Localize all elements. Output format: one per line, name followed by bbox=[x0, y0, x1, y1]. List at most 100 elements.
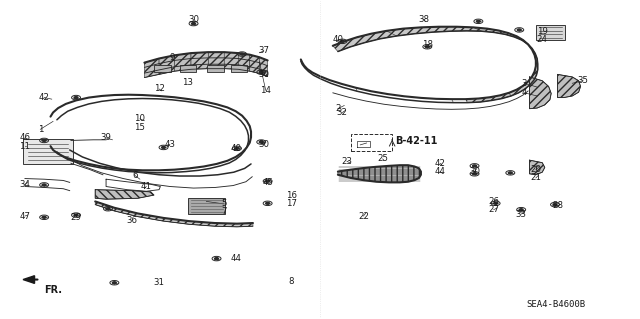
Text: 46: 46 bbox=[19, 133, 31, 142]
Circle shape bbox=[74, 214, 78, 216]
Circle shape bbox=[493, 202, 497, 204]
Text: 7: 7 bbox=[221, 207, 227, 216]
Polygon shape bbox=[259, 57, 268, 77]
Circle shape bbox=[426, 46, 429, 48]
Text: 4: 4 bbox=[522, 88, 527, 97]
Text: 13: 13 bbox=[182, 78, 193, 87]
Text: 1: 1 bbox=[38, 125, 43, 134]
Text: 16: 16 bbox=[286, 190, 297, 200]
Text: 45: 45 bbox=[262, 178, 273, 187]
Text: 10: 10 bbox=[134, 114, 145, 123]
Text: 18: 18 bbox=[422, 40, 433, 49]
Circle shape bbox=[42, 139, 46, 141]
Text: 24: 24 bbox=[537, 35, 548, 44]
Circle shape bbox=[259, 141, 263, 143]
Text: 11: 11 bbox=[19, 142, 31, 151]
Circle shape bbox=[106, 208, 110, 210]
Circle shape bbox=[235, 147, 239, 149]
Circle shape bbox=[553, 204, 557, 205]
Bar bbox=[179, 65, 196, 72]
Text: 40: 40 bbox=[230, 144, 241, 153]
Polygon shape bbox=[95, 190, 154, 199]
Circle shape bbox=[266, 180, 269, 182]
Text: 30: 30 bbox=[259, 140, 269, 149]
Text: 22: 22 bbox=[358, 211, 369, 220]
Text: 47: 47 bbox=[19, 211, 31, 220]
Text: 27: 27 bbox=[488, 205, 499, 214]
Text: 12: 12 bbox=[154, 85, 164, 93]
Text: 32: 32 bbox=[337, 108, 348, 117]
Text: 19: 19 bbox=[537, 27, 548, 36]
Text: 37: 37 bbox=[259, 46, 269, 56]
Text: 6: 6 bbox=[132, 171, 138, 180]
Polygon shape bbox=[557, 74, 580, 98]
Text: 30: 30 bbox=[469, 167, 480, 176]
Text: 34: 34 bbox=[19, 180, 31, 189]
Text: 40: 40 bbox=[332, 35, 344, 44]
Text: 28: 28 bbox=[552, 201, 563, 210]
Polygon shape bbox=[145, 58, 159, 78]
Circle shape bbox=[259, 71, 263, 73]
Circle shape bbox=[534, 166, 538, 167]
Text: 21: 21 bbox=[531, 174, 541, 182]
Bar bbox=[207, 65, 223, 72]
Text: 15: 15 bbox=[134, 122, 145, 132]
Text: 30: 30 bbox=[259, 70, 269, 79]
Bar bbox=[154, 65, 171, 72]
FancyBboxPatch shape bbox=[536, 25, 565, 40]
Text: 9: 9 bbox=[169, 53, 175, 62]
Text: 44: 44 bbox=[230, 254, 241, 263]
Circle shape bbox=[517, 29, 521, 31]
Text: 23: 23 bbox=[341, 157, 353, 166]
Polygon shape bbox=[338, 165, 421, 182]
Text: 8: 8 bbox=[289, 277, 294, 286]
Circle shape bbox=[519, 209, 523, 211]
Circle shape bbox=[74, 97, 78, 99]
Text: 41: 41 bbox=[141, 182, 152, 191]
Circle shape bbox=[476, 20, 480, 22]
FancyBboxPatch shape bbox=[188, 197, 225, 214]
Circle shape bbox=[162, 146, 166, 148]
Polygon shape bbox=[208, 52, 224, 69]
Circle shape bbox=[240, 53, 244, 55]
Circle shape bbox=[472, 165, 476, 167]
Text: 31: 31 bbox=[154, 278, 164, 287]
Text: 42: 42 bbox=[38, 93, 50, 102]
Text: 29: 29 bbox=[70, 213, 81, 222]
Text: 5: 5 bbox=[221, 199, 227, 208]
Polygon shape bbox=[159, 55, 174, 74]
Text: SEA4-B4600B: SEA4-B4600B bbox=[527, 300, 586, 309]
Text: FR.: FR. bbox=[44, 285, 62, 295]
Text: 20: 20 bbox=[531, 165, 541, 174]
Circle shape bbox=[42, 216, 46, 218]
Text: 42: 42 bbox=[435, 159, 445, 168]
Polygon shape bbox=[95, 201, 253, 227]
Text: 39: 39 bbox=[100, 133, 111, 142]
Polygon shape bbox=[224, 52, 238, 69]
Circle shape bbox=[340, 41, 344, 42]
Text: 44: 44 bbox=[435, 167, 445, 176]
Circle shape bbox=[508, 172, 512, 174]
Polygon shape bbox=[23, 276, 35, 283]
Text: 35: 35 bbox=[578, 76, 589, 85]
Text: 30: 30 bbox=[188, 15, 199, 24]
Circle shape bbox=[42, 184, 46, 186]
Polygon shape bbox=[238, 53, 250, 71]
Bar bbox=[351, 134, 392, 151]
Polygon shape bbox=[333, 27, 538, 103]
Circle shape bbox=[266, 202, 269, 204]
Polygon shape bbox=[250, 55, 259, 73]
Polygon shape bbox=[174, 53, 191, 71]
Circle shape bbox=[472, 173, 476, 175]
Text: 17: 17 bbox=[286, 199, 297, 208]
Text: 38: 38 bbox=[418, 15, 429, 24]
Polygon shape bbox=[191, 52, 208, 69]
Text: 3: 3 bbox=[522, 79, 527, 88]
Polygon shape bbox=[529, 160, 545, 175]
FancyBboxPatch shape bbox=[23, 139, 73, 164]
Text: 26: 26 bbox=[488, 197, 499, 206]
Text: 14: 14 bbox=[260, 86, 271, 95]
Circle shape bbox=[191, 23, 195, 25]
Text: 25: 25 bbox=[377, 154, 388, 163]
Circle shape bbox=[113, 282, 116, 284]
